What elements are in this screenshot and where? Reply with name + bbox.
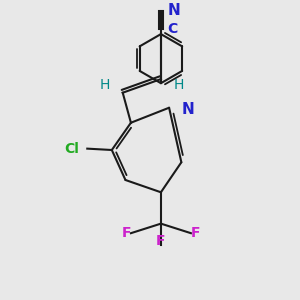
Text: F: F [156, 234, 166, 248]
Text: N: N [182, 102, 195, 117]
Text: H: H [100, 77, 110, 92]
Text: C: C [168, 22, 178, 36]
Text: Cl: Cl [64, 142, 79, 156]
Text: N: N [168, 3, 181, 18]
Text: H: H [173, 77, 184, 92]
Text: F: F [191, 226, 200, 240]
Text: F: F [122, 226, 131, 240]
